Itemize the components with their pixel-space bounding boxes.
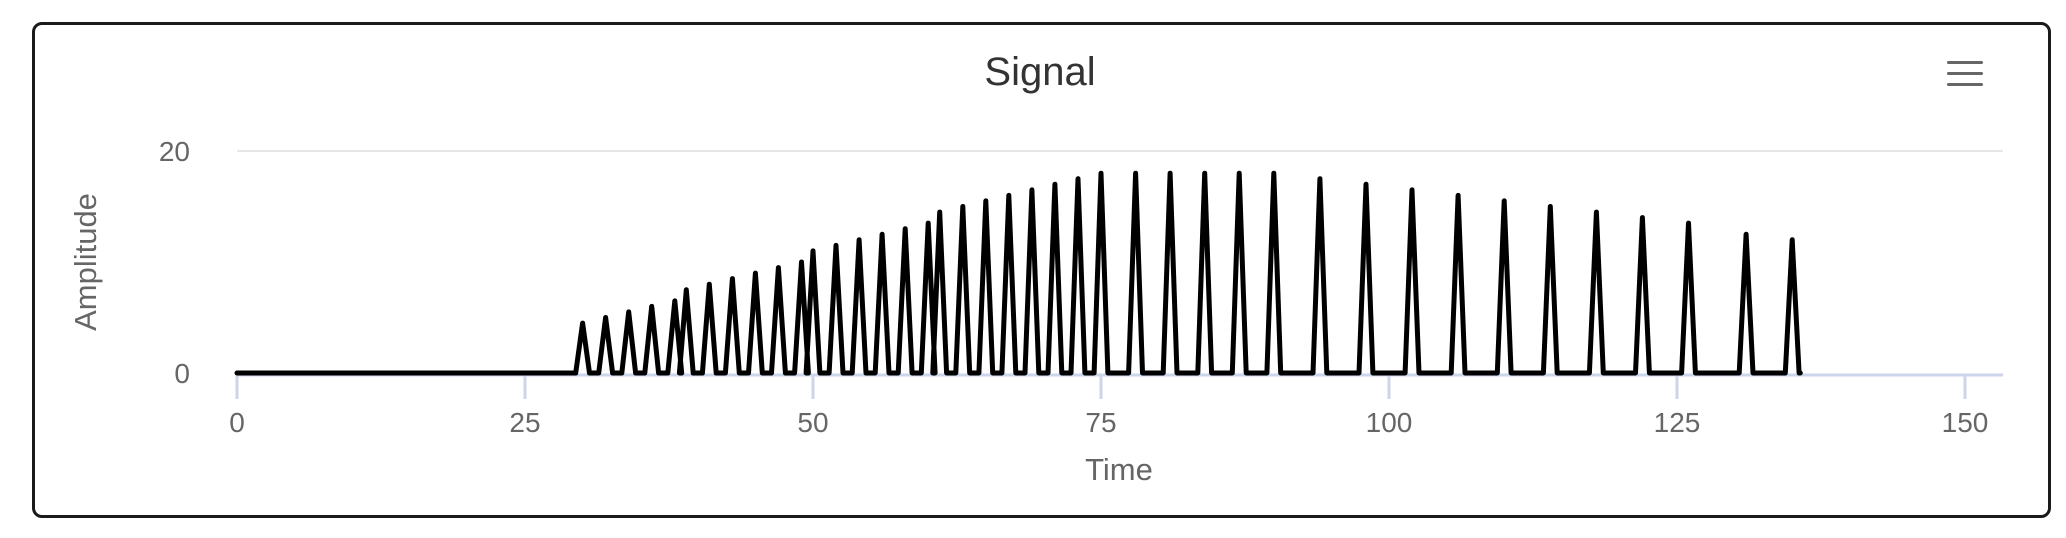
y-axis-label: Amplitude bbox=[68, 193, 103, 331]
y-tick-label-0: 0 bbox=[174, 358, 190, 389]
y-axis-ticks: 0 20 bbox=[159, 136, 190, 389]
series-line-0 bbox=[234, 170, 1803, 376]
y-tick-label-20: 20 bbox=[159, 136, 190, 167]
chart-container bbox=[32, 22, 2051, 518]
x-axis-ticks: 0 25 50 75 100 125 150 bbox=[229, 375, 1988, 438]
x-tick-label-25: 25 bbox=[509, 407, 540, 438]
x-axis-label: Time bbox=[1085, 452, 1153, 487]
hamburger-menu-icon[interactable] bbox=[1940, 52, 1990, 96]
chart-title: Signal bbox=[984, 50, 1095, 94]
x-tick-label-150: 150 bbox=[1942, 407, 1989, 438]
x-tick-label-125: 125 bbox=[1654, 407, 1701, 438]
x-tick-label-100: 100 bbox=[1366, 407, 1413, 438]
x-tick-label-75: 75 bbox=[1085, 407, 1116, 438]
series-layer bbox=[234, 170, 1803, 376]
x-tick-label-50: 50 bbox=[797, 407, 828, 438]
x-tick-label-0: 0 bbox=[229, 407, 245, 438]
